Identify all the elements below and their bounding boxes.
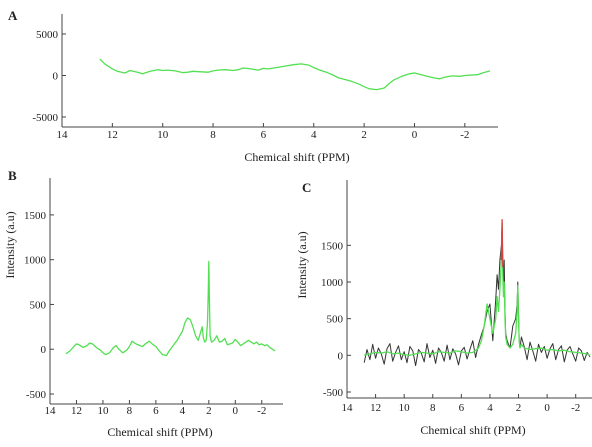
series-line-1: [364, 222, 591, 356]
x-tick-label: 12: [370, 402, 381, 414]
x-tick-label: 8: [127, 405, 133, 417]
x-axis-label: Chemical shift (PPM): [420, 423, 525, 437]
x-tick-label: 8: [430, 402, 436, 414]
panel-c: -500 0 500 1000 1500 14 12 10 8 6 4 2 0 -2 Chemical sh…: [295, 180, 592, 437]
panel-a-label: A: [8, 8, 18, 23]
x-tick-label: 14: [45, 405, 57, 417]
x-tick-label: 10: [97, 405, 109, 417]
y-tick-label: 500: [327, 314, 344, 326]
panel-c-label: C: [302, 180, 311, 195]
x-tick-label: 6: [153, 405, 159, 417]
y-tick-label: 0: [41, 344, 47, 356]
y-tick-label: 500: [30, 299, 47, 311]
x-tick-label: 6: [459, 402, 465, 414]
x-tick-label: 10: [157, 129, 169, 141]
y-tick-label: 0: [338, 350, 344, 362]
y-tick-label: -500: [323, 387, 344, 399]
x-tick-label: 4: [487, 402, 493, 414]
y-axis-label: Intensity (a.u): [3, 211, 17, 278]
x-tick-label: 12: [71, 405, 82, 417]
y-tick-label: 1000: [321, 277, 344, 289]
x-tick-label: 2: [516, 402, 522, 414]
y-tick-label: -5000: [32, 112, 58, 124]
series-line-0: [363, 222, 591, 367]
x-tick-label: 4: [311, 129, 317, 141]
y-tick-label: 5000: [36, 29, 59, 41]
x-tick-label: 8: [210, 129, 216, 141]
x-axis-label: Chemical shift (PPM): [107, 425, 212, 439]
x-tick-label: 0: [233, 405, 239, 417]
x-tick-label: -2: [571, 402, 580, 414]
x-tick-label: 2: [361, 129, 367, 141]
x-tick-label: 6: [261, 129, 267, 141]
x-tick-label: -2: [460, 129, 469, 141]
x-tick-label: -2: [257, 405, 266, 417]
x-tick-label: 2: [206, 405, 212, 417]
y-tick-label: -500: [26, 389, 47, 401]
panel-a: -5000 0 5000 14 12 10 8 6 4 2 0 -2 Chemical shift (P…: [32, 14, 498, 164]
y-axis-label: Intensity (a.u): [295, 231, 309, 298]
series-line-0: [65, 260, 276, 357]
x-tick-label: 14: [342, 402, 354, 414]
x-tick-label: 0: [544, 402, 550, 414]
panel-b-label: B: [8, 168, 17, 183]
series-line-0: [99, 58, 491, 91]
y-tick-label: 0: [53, 71, 59, 83]
y-tick-label: 1000: [24, 255, 47, 267]
x-tick-label: 12: [107, 129, 118, 141]
x-tick-label: 0: [412, 129, 418, 141]
y-tick-label: 1500: [24, 210, 47, 222]
x-tick-label: 14: [57, 129, 69, 141]
series-line-2: [500, 219, 504, 268]
x-axis-label: Chemical shift (PPM): [244, 150, 349, 164]
x-tick-label: 4: [180, 405, 186, 417]
x-tick-label: 10: [399, 402, 411, 414]
panel-b: -500 0 500 1000 1500 14 12 10 8 6 4 2 0 -2 Chemical sh…: [3, 178, 283, 439]
y-tick-label: 1500: [321, 240, 344, 252]
